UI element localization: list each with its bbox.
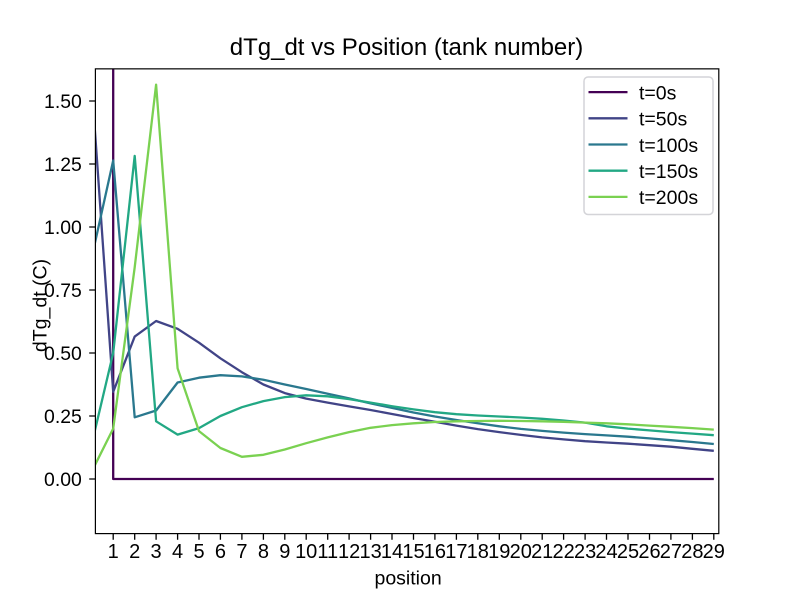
svg-text:22: 22 — [552, 541, 574, 563]
svg-text:11: 11 — [317, 541, 338, 563]
svg-text:8: 8 — [258, 541, 269, 563]
svg-text:dTg_dt vs Position (tank numbe: dTg_dt vs Position (tank number) — [230, 34, 584, 61]
svg-text:4: 4 — [172, 541, 183, 563]
svg-text:14: 14 — [381, 541, 403, 563]
svg-text:t=150s: t=150s — [639, 161, 698, 183]
svg-text:t=100s: t=100s — [639, 135, 698, 157]
svg-text:0.25: 0.25 — [44, 406, 82, 428]
svg-text:1: 1 — [108, 541, 119, 563]
svg-text:7: 7 — [236, 541, 247, 563]
svg-text:12: 12 — [338, 541, 360, 563]
svg-text:17: 17 — [445, 541, 467, 563]
svg-text:0.00: 0.00 — [44, 469, 82, 491]
svg-text:2: 2 — [129, 541, 140, 563]
svg-text:18: 18 — [467, 541, 489, 563]
svg-text:10: 10 — [295, 541, 317, 563]
svg-text:25: 25 — [617, 541, 639, 563]
svg-text:9: 9 — [279, 541, 290, 563]
svg-text:0.75: 0.75 — [44, 280, 82, 302]
svg-text:position: position — [374, 567, 441, 589]
svg-text:1.00: 1.00 — [44, 217, 82, 239]
svg-text:26: 26 — [638, 541, 660, 563]
svg-text:5: 5 — [193, 541, 204, 563]
svg-text:20: 20 — [510, 541, 532, 563]
svg-text:t=0s: t=0s — [639, 82, 677, 104]
svg-text:13: 13 — [359, 541, 381, 563]
svg-text:t=50s: t=50s — [639, 109, 687, 131]
svg-text:23: 23 — [574, 541, 596, 563]
svg-text:21: 21 — [531, 541, 553, 563]
svg-text:15: 15 — [402, 541, 424, 563]
svg-text:0.50: 0.50 — [44, 343, 82, 365]
svg-text:29: 29 — [703, 541, 725, 563]
svg-text:t=200s: t=200s — [639, 187, 698, 209]
svg-text:1.25: 1.25 — [44, 154, 82, 176]
svg-text:16: 16 — [424, 541, 446, 563]
svg-text:6: 6 — [215, 541, 226, 563]
svg-text:27: 27 — [660, 541, 682, 563]
svg-text:19: 19 — [488, 541, 510, 563]
svg-text:24: 24 — [595, 541, 617, 563]
svg-text:dTg_dt (C): dTg_dt (C) — [30, 259, 52, 352]
svg-text:1.50: 1.50 — [44, 91, 82, 113]
svg-text:3: 3 — [151, 541, 162, 563]
svg-text:28: 28 — [681, 541, 703, 563]
